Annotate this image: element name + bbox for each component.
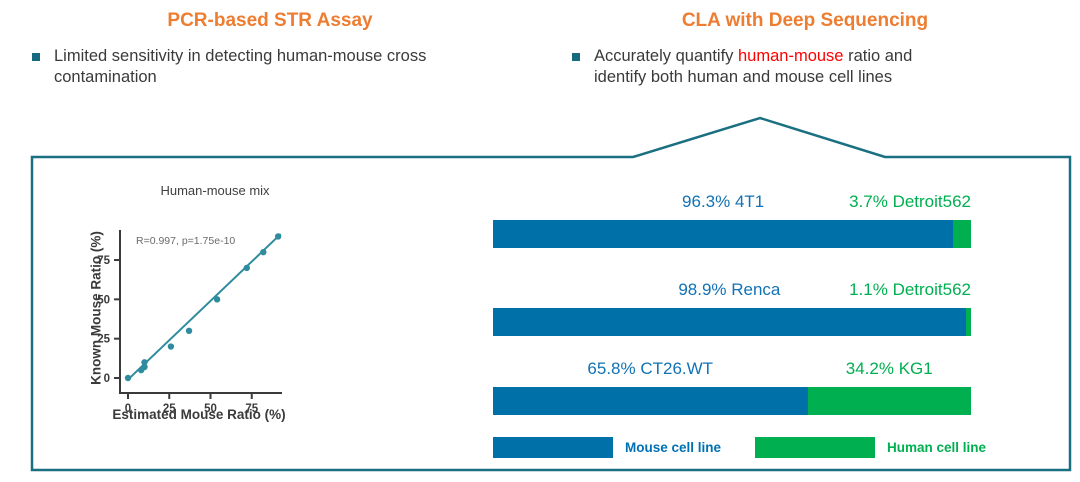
bar-labels: 65.8% CT26.WT 34.2% KG1 [493,359,971,381]
x-tick-label: 0 [125,403,131,415]
mouse-pct-label: 98.9% Renca [678,280,781,299]
regression-line [127,233,282,381]
cla-bullet-suffix: ratio and identify both human and mouse … [594,47,913,86]
bar-labels: 98.9% Renca 1.1% Detroit562 [493,280,971,302]
human-legend-swatch [755,437,876,458]
mouse-pct-label: 65.8% CT26.WT [587,359,714,378]
human-legend-label: Human cell line [887,440,987,455]
data-point [274,233,282,240]
bar-row: 65.8% CT26.WT 34.2% KG1 [493,359,971,415]
y-tick-label: 50 [97,294,110,306]
results-box: Human-mouse mix 0 25 50 75 0 25 50 75 R=0.997, … [32,157,1070,470]
human-bar-segment [953,220,971,248]
pcr-str-bullet-text: Limited sensitivity in detecting human-m… [54,47,427,86]
bar-labels: 96.3% 4T1 3.7% Detroit562 [493,192,971,214]
data-point [243,264,250,272]
square-bullet-icon [32,53,40,61]
human-mouse-highlight: human-mouse [738,47,844,65]
human-bar-segment [965,308,971,336]
mouse-bar-segment [493,308,966,336]
human-pct-label: 34.2% KG1 [845,359,933,378]
y-tick-label: 0 [104,373,110,385]
human-pct-label: 3.7% Detroit562 [849,192,971,211]
square-bullet-icon [572,53,580,61]
human-bar-segment [807,387,971,415]
human-pct-label: 1.1% Detroit562 [849,280,971,299]
scatter-annotation: R=0.997, p=1.75e-10 [136,235,236,247]
stacked-bar [493,308,971,336]
data-point [213,296,221,303]
cla-bullet-text: Accurately quantify human-mouse ratio an… [594,46,946,87]
mouse-bar-segment [493,387,808,415]
mouse-legend-label: Mouse cell line [625,440,722,455]
mouse-legend-swatch [493,437,613,458]
data-point [167,343,175,350]
pcr-str-title: PCR-based STR Assay [167,10,373,31]
bar-row: 98.9% Renca 1.1% Detroit562 [493,280,971,336]
x-tick-label: 50 [204,403,217,415]
data-point [141,359,148,366]
mouse-bar-segment [493,220,954,248]
pcr-str-column: PCR-based STR Assay Limited sensitivity … [20,10,520,87]
x-tick-label: 25 [163,403,176,415]
stacked-bar [493,387,971,415]
cla-bullet-prefix: Accurately quantify [594,47,738,65]
scatter-x-axis-label: Estimated Mouse Ratio (%) [112,407,286,422]
scatter-plot: 0 25 50 75 0 25 50 75 [97,230,282,415]
stacked-bar [493,220,971,248]
cla-column: CLA with Deep Sequencing Accurately quan… [560,10,1050,87]
data-point [260,248,267,256]
data-point [141,363,148,371]
cla-bullet-row: Accurately quantify human-mouse ratio an… [560,46,1050,87]
data-point [185,327,193,335]
bars-legend: Mouse cell line Human cell line [493,437,1033,458]
scatter-y-axis-label: Known Mouse Ratio (%) [88,231,104,385]
scatter-title: Human-mouse mix [160,183,270,198]
data-point [124,374,132,382]
pcr-str-bullet-row: Limited sensitivity in detecting human-m… [20,46,520,87]
cla-title: CLA with Deep Sequencing [681,10,929,31]
mouse-pct-label: 96.3% 4T1 [682,192,765,211]
x-tick-label: 75 [245,403,258,415]
y-tick-label: 25 [97,334,110,346]
y-tick-label: 75 [97,255,110,267]
bar-row: 96.3% 4T1 3.7% Detroit562 [493,192,971,248]
